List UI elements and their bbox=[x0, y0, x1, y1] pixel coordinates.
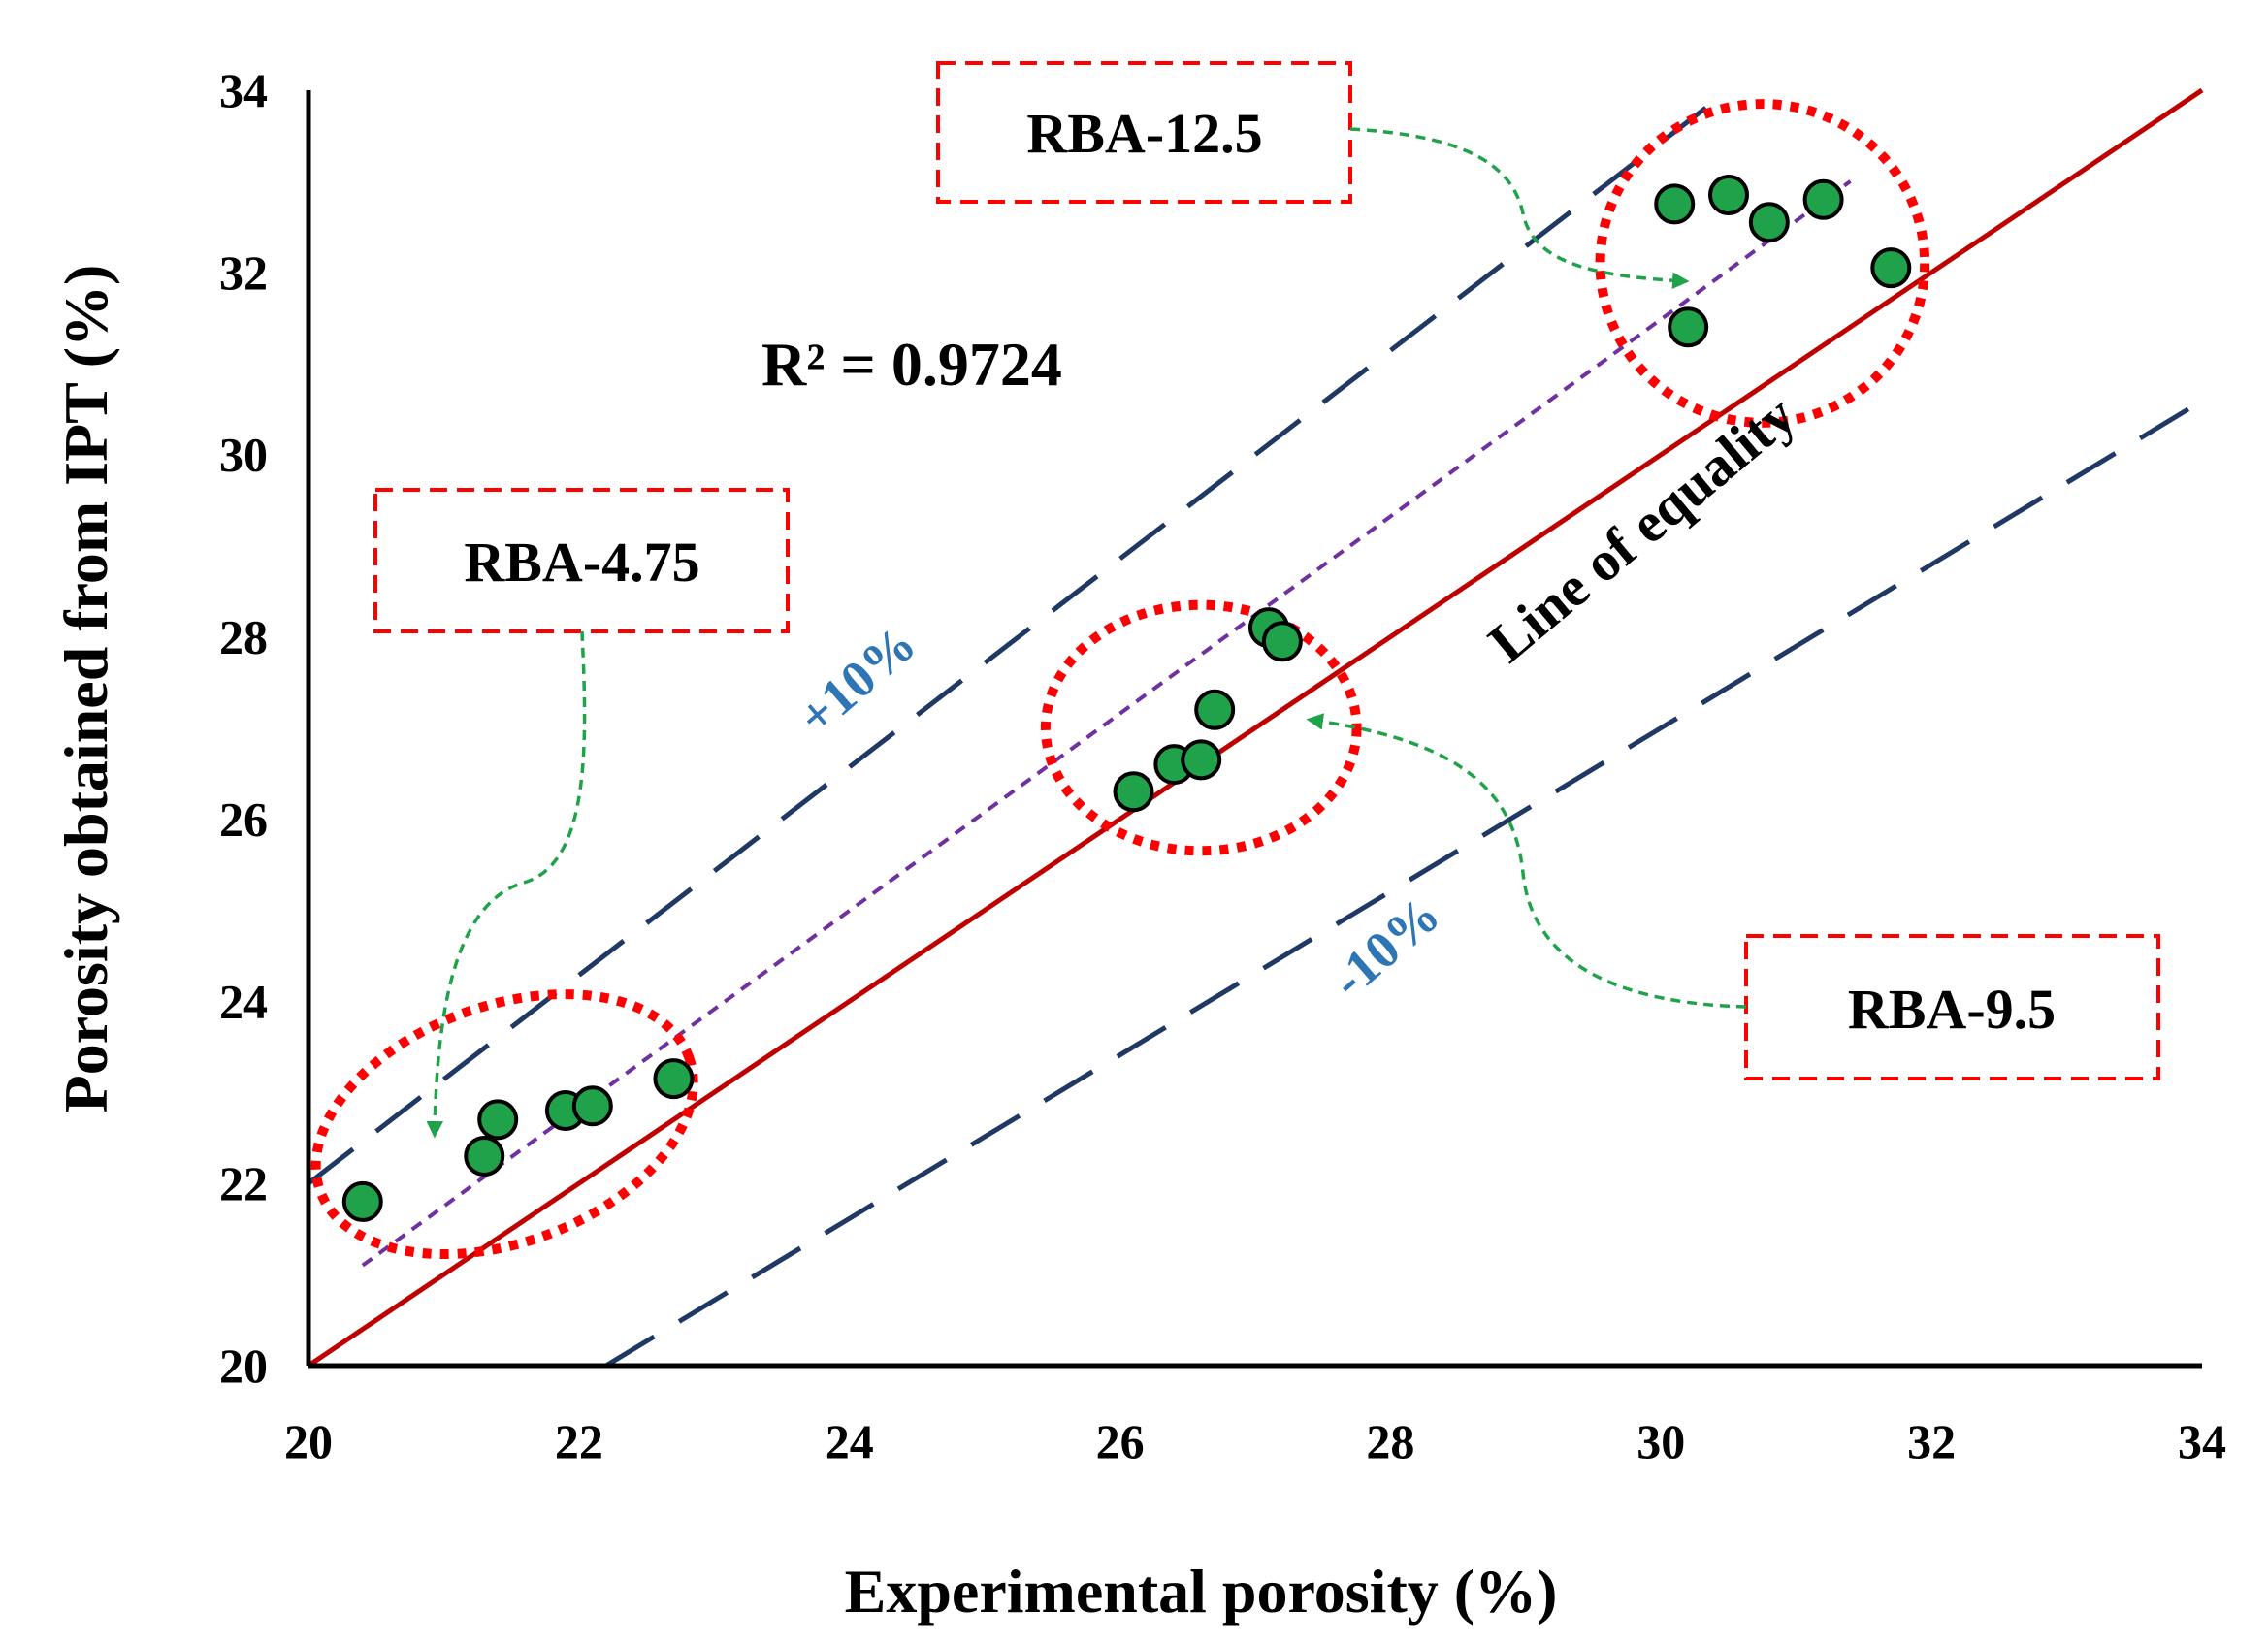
data-point bbox=[653, 1058, 695, 1100]
y-tick-label: 24 bbox=[219, 974, 268, 1028]
callout-rba-12-5: RBA-12.5 bbox=[936, 61, 1352, 204]
data-point bbox=[1668, 306, 1709, 348]
x-tick-label: 26 bbox=[1096, 1414, 1145, 1468]
reference-lines bbox=[307, 87, 2204, 1369]
y-tick-label: 20 bbox=[219, 1338, 268, 1393]
arrow-rba-9-5 bbox=[1306, 713, 1747, 1009]
r-squared-label: R² = 0.9724 bbox=[761, 330, 1062, 399]
data-point bbox=[1748, 202, 1790, 243]
data-point bbox=[1261, 621, 1303, 662]
trend-line bbox=[361, 179, 1852, 1268]
x-tick-label: 34 bbox=[2178, 1414, 2226, 1468]
data-point bbox=[477, 1099, 519, 1141]
arrow-rba-4-75 bbox=[426, 630, 587, 1139]
callout-rba-9-5: RBA-9.5 bbox=[1744, 934, 2160, 1080]
data-points bbox=[341, 175, 1912, 1222]
x-tick-label: 30 bbox=[1636, 1414, 1685, 1468]
line-of-equality-label: Line of equality bbox=[1476, 383, 1806, 674]
y-tick-label: 28 bbox=[219, 610, 268, 664]
y-tick-label: 32 bbox=[219, 245, 268, 300]
callout-label-rba-4-75: RBA-4.75 bbox=[464, 531, 699, 594]
data-point bbox=[571, 1085, 613, 1127]
y-tick-label: 22 bbox=[219, 1156, 268, 1210]
data-point bbox=[1870, 247, 1912, 289]
x-tick-label: 28 bbox=[1366, 1414, 1414, 1468]
y-tick-label: 26 bbox=[219, 791, 268, 846]
minus-10-percent-line bbox=[604, 406, 2190, 1369]
data-point bbox=[464, 1135, 505, 1177]
x-axis-title: Experimental porosity (%) bbox=[845, 1557, 1558, 1626]
x-tick-label: 22 bbox=[555, 1414, 603, 1468]
x-tick-label: 32 bbox=[1907, 1414, 1956, 1468]
x-tick-labels: 20 22 24 26 28 30 32 34 bbox=[284, 1414, 2226, 1468]
plus-10-percent-label: +10% bbox=[787, 614, 926, 746]
y-axis-title: Porosity obtained from IPT (%) bbox=[51, 265, 120, 1113]
data-point bbox=[341, 1180, 383, 1222]
group-ellipse bbox=[1040, 599, 1362, 856]
data-point bbox=[1654, 183, 1696, 225]
data-point bbox=[1802, 178, 1844, 220]
data-point bbox=[1708, 175, 1749, 216]
data-point bbox=[1113, 771, 1154, 813]
arrow-rba-12-5 bbox=[1349, 127, 1690, 290]
data-point bbox=[1181, 739, 1222, 781]
y-tick-label: 34 bbox=[219, 63, 268, 117]
x-tick-label: 20 bbox=[284, 1414, 333, 1468]
group-ellipse bbox=[310, 989, 698, 1260]
callout-label-rba-9-5: RBA-9.5 bbox=[1848, 978, 2056, 1041]
data-point bbox=[1194, 689, 1236, 730]
group-ellipses bbox=[310, 99, 1930, 1260]
group-ellipse bbox=[1595, 99, 1930, 428]
minus-10-percent-label: -10% bbox=[1320, 885, 1450, 1009]
line-of-equality bbox=[307, 87, 2204, 1369]
y-tick-labels: 20 22 24 26 28 30 32 34 bbox=[219, 63, 268, 1393]
x-tick-label: 24 bbox=[826, 1414, 874, 1468]
callout-rba-4-75: RBA-4.75 bbox=[373, 488, 790, 633]
y-tick-label: 30 bbox=[219, 428, 268, 482]
callout-label-rba-12-5: RBA-12.5 bbox=[1026, 102, 1262, 165]
plus-10-percent-line bbox=[307, 88, 1731, 1186]
